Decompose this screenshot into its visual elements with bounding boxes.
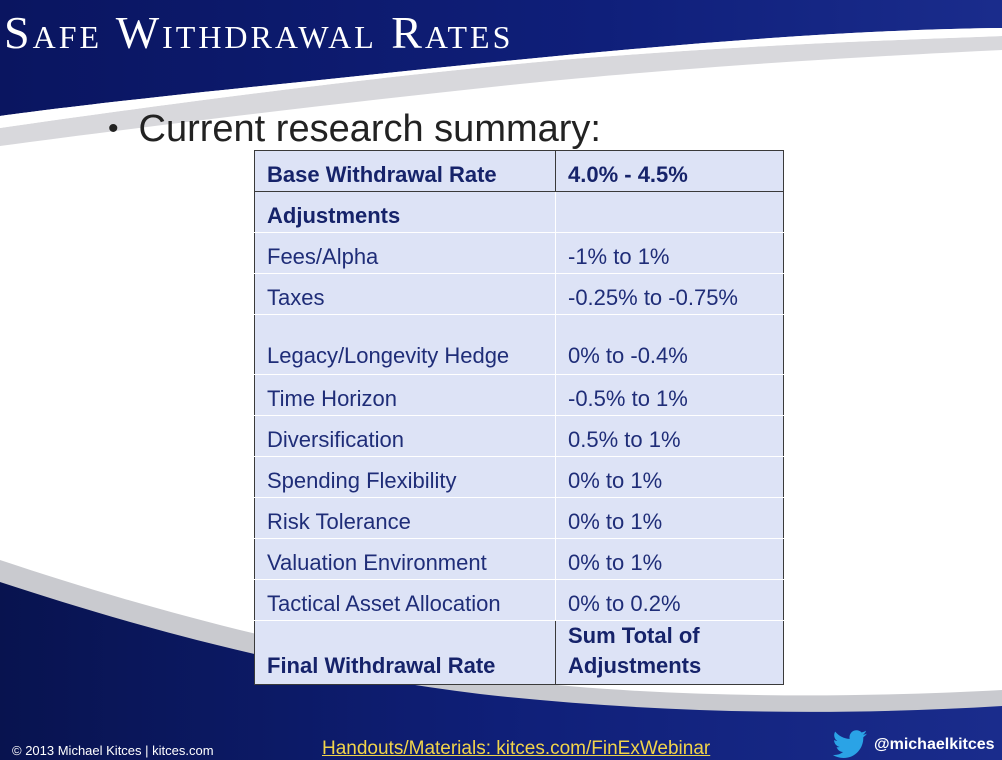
twitter-handle[interactable]: @michaelkitces	[832, 730, 995, 760]
table-row: Valuation Environment 0% to 1%	[254, 538, 784, 580]
row-value: 0% to 1%	[555, 538, 784, 580]
withdrawal-rate-table: Base Withdrawal Rate 4.0% - 4.5% Adjustm…	[254, 150, 784, 685]
table-row: Base Withdrawal Rate 4.0% - 4.5%	[254, 150, 784, 192]
row-label: Risk Tolerance	[254, 497, 556, 539]
table-row: Spending Flexibility 0% to 1%	[254, 456, 784, 498]
row-value: 0% to 0.2%	[555, 579, 784, 621]
row-label: Spending Flexibility	[254, 456, 556, 498]
row-value: -0.25% to -0.75%	[555, 273, 784, 315]
bottom-gray-swoosh	[0, 560, 1002, 719]
table-row: Tactical Asset Allocation 0% to 0.2%	[254, 579, 784, 621]
row-label: Adjustments	[254, 191, 556, 233]
footer-handouts-link[interactable]: Handouts/Materials: kitces.com/FinExWebi…	[322, 738, 711, 759]
row-value: Sum Total of Adjustments	[555, 620, 784, 685]
row-label: Legacy/Longevity Hedge	[254, 314, 556, 375]
top-gray-swoosh	[0, 36, 1002, 146]
row-value: 4.0% - 4.5%	[555, 150, 784, 192]
row-label: Fees/Alpha	[254, 232, 556, 274]
row-label: Final Withdrawal Rate	[254, 620, 556, 685]
row-value: -0.5% to 1%	[555, 374, 784, 416]
top-banner-wave	[0, 0, 1002, 116]
row-value: 0% to 1%	[555, 497, 784, 539]
bottom-banner-wave	[0, 582, 1002, 760]
row-label: Valuation Environment	[254, 538, 556, 580]
row-label: Time Horizon	[254, 374, 556, 416]
row-label: Diversification	[254, 415, 556, 457]
table-row: Taxes -0.25% to -0.75%	[254, 273, 784, 315]
row-value: 0.5% to 1%	[555, 415, 784, 457]
row-label: Base Withdrawal Rate	[254, 150, 556, 192]
table-row: Time Horizon -0.5% to 1%	[254, 374, 784, 416]
row-value: 0% to 1%	[555, 456, 784, 498]
bullet-text: Current research summary:	[138, 108, 601, 150]
table-row: Diversification 0.5% to 1%	[254, 415, 784, 457]
row-label: Taxes	[254, 273, 556, 315]
row-value: 0% to -0.4%	[555, 314, 784, 375]
row-label: Tactical Asset Allocation	[254, 579, 556, 621]
table-row: Adjustments	[254, 191, 784, 233]
bullet-point: • Current research summary:	[108, 106, 601, 155]
table-row: Risk Tolerance 0% to 1%	[254, 497, 784, 539]
footer-copyright: © 2013 Michael Kitces | kitces.com	[12, 743, 214, 758]
row-value: -1% to 1%	[555, 232, 784, 274]
table-row: Legacy/Longevity Hedge 0% to -0.4%	[254, 314, 784, 375]
twitter-bird-icon	[832, 730, 867, 758]
slide-title: Safe Withdrawal Rates	[4, 7, 514, 58]
twitter-handle-text: @michaelkitces	[874, 736, 995, 753]
table-row-final: Final Withdrawal Rate Sum Total of Adjus…	[254, 620, 784, 685]
bullet-marker: •	[108, 112, 119, 145]
row-value	[555, 191, 784, 233]
table-row: Fees/Alpha -1% to 1%	[254, 232, 784, 274]
